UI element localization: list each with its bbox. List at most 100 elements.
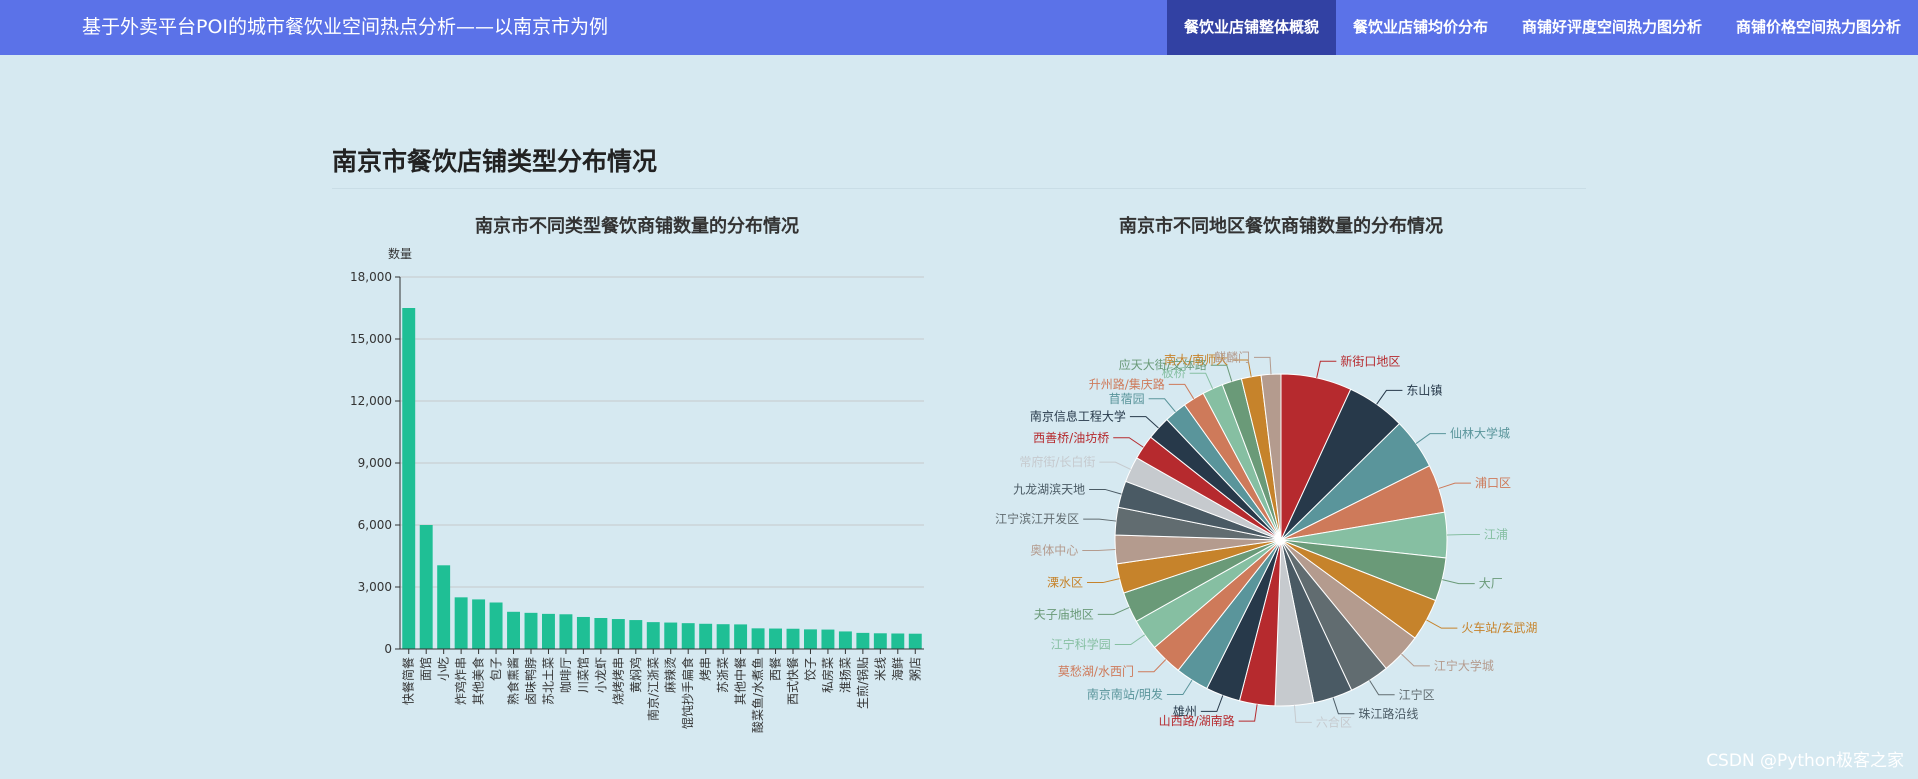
bar-x-tick-label-group: 黄焖鸡	[628, 657, 643, 693]
bar-1	[402, 308, 416, 649]
top-navbar: 基于外卖平台POI的城市餐饮业空间热点分析——以南京市为例 餐饮业店铺整体概貌 …	[0, 0, 1918, 55]
bar-18	[699, 623, 713, 649]
pie-label: 火车站/玄武湖	[1461, 620, 1537, 635]
bar-chart-title: 南京市不同类型餐饮商铺数量的分布情况	[475, 215, 799, 237]
pie-label-line	[1253, 356, 1272, 375]
bar-x-tick-label-group: 粥店	[908, 657, 922, 681]
bar-y-tick-label: 15,000	[350, 332, 392, 346]
bar-x-tick-label-group: 快餐简餐	[401, 657, 416, 705]
pie-label-line	[1232, 359, 1252, 377]
pie-label: 江宁大学城	[1434, 658, 1494, 673]
bar-x-tick-label-group: 小龙虾	[594, 657, 608, 693]
bar-x-tick-label-group: 熟食熏酱	[506, 657, 521, 705]
app-title[interactable]: 基于外卖平台POI的城市餐饮业空间热点分析——以南京市为例	[82, 16, 609, 38]
pie-label: 江宁科学园	[1051, 637, 1111, 652]
pie-label: 莫愁湖/水西门	[1058, 664, 1134, 679]
pie-label-line	[1114, 634, 1146, 646]
bar-x-tick-label: 烧烤烤串	[610, 657, 625, 705]
bar-19	[716, 624, 730, 649]
bar-x-tick-label: 酸菜鱼/水煮鱼	[750, 657, 765, 733]
bar-x-tick-label: 卤味鸭脖	[524, 657, 538, 705]
bar-x-tick-label-group: 苏北土菜	[541, 657, 555, 705]
pie-label: 新街口地区	[1340, 353, 1400, 368]
bar-5	[472, 599, 486, 649]
bar-x-tick-label-group: 私房菜	[820, 657, 835, 693]
bar-24	[804, 629, 817, 649]
bar-x-tick-label-group: 烧烤烤串	[610, 657, 625, 705]
bar-x-tick-label: 粥店	[908, 657, 922, 681]
pie-label: 东山镇	[1406, 383, 1442, 397]
bar-x-tick-label-group: 西式快餐	[785, 657, 800, 705]
bar-x-tick-label: 苏北土菜	[541, 657, 555, 705]
pie-label-line	[1210, 364, 1233, 382]
pie-label: 西善桥/油坊桥	[1033, 430, 1109, 445]
bar-7	[507, 611, 520, 649]
nav-item-avg-price[interactable]: 餐饮业店铺均价分布	[1352, 18, 1488, 36]
bar-x-tick-label-group: 炸鸡炸串	[453, 657, 468, 705]
pie-label-line	[1083, 518, 1117, 522]
bar-29	[891, 633, 905, 649]
bar-x-tick-label: 熟食熏酱	[506, 657, 521, 705]
pie-label-line	[1097, 606, 1130, 615]
pie-label: 常府街/长白街	[1019, 454, 1095, 469]
bar-14	[629, 620, 643, 649]
pie-label: 雄州	[1173, 703, 1197, 718]
bar-y-tick-label: 12,000	[350, 394, 392, 408]
bar-x-tick-label: 川菜馆	[575, 657, 590, 693]
bar-x-tick-label: 麻辣烫	[663, 657, 678, 693]
bar-x-tick-label-group: 米线	[873, 657, 887, 681]
pie-label: 南京南站/明发	[1087, 686, 1163, 701]
bar-x-tick-label: 淮扬菜	[837, 657, 852, 693]
bar-27	[856, 632, 870, 649]
bar-26	[838, 631, 852, 649]
pie-label-line	[1369, 680, 1395, 696]
pie-label-line	[1113, 437, 1144, 448]
bar-25	[821, 629, 835, 649]
bar-x-tick-label-group: 烤串	[698, 657, 713, 681]
pie-label: 麒麟门	[1214, 349, 1250, 364]
bar-x-tick-label: 快餐简餐	[401, 657, 416, 705]
bar-8	[524, 612, 538, 649]
pie-label-line	[1401, 653, 1430, 667]
pie-label-line	[1446, 533, 1480, 536]
pie-label-line	[1426, 619, 1458, 629]
pie-label-line	[1332, 697, 1355, 715]
pie-label-line	[1442, 579, 1475, 585]
bar-6	[489, 602, 503, 649]
pie-label-line	[1089, 488, 1122, 495]
bar-x-tick-label-group: 川菜馆	[575, 657, 590, 693]
nav-item-rating-heatmap[interactable]: 商铺好评度空间热力图分析	[1521, 18, 1702, 36]
bar-y-tick-label: 3,000	[358, 580, 392, 594]
pie-label-line	[1376, 389, 1403, 405]
section-divider	[332, 188, 1586, 189]
bar-x-tick-label-group: 生煎/锅贴	[855, 657, 870, 709]
bar-21	[751, 628, 765, 649]
bar-x-tick-label: 烤串	[698, 657, 713, 681]
bar-x-tick-label-group: 淮扬菜	[837, 657, 852, 693]
pie-label: 江宁滨江开发区	[995, 511, 1079, 526]
bar-16	[664, 622, 678, 649]
bar-x-tick-label: 炸鸡炸串	[453, 657, 468, 705]
pie-chart-title: 南京市不同地区餐饮商铺数量的分布情况	[1119, 215, 1443, 237]
pie-label: 应天大街/文体路	[1119, 357, 1207, 372]
bar-x-tick-label: 私房菜	[820, 657, 835, 693]
bar-x-tick-label-group: 馄饨抄手扁食	[680, 657, 695, 729]
nav-item-price-heatmap[interactable]: 商铺价格空间热力图分析	[1735, 18, 1901, 36]
bar-x-tick-label-group: 麻辣烫	[663, 657, 678, 693]
bar-x-tick-label-group: 苏浙菜	[716, 657, 730, 693]
nav-item-overview[interactable]: 餐饮业店铺整体概貌	[1166, 0, 1336, 55]
pie-label-line	[1168, 383, 1195, 400]
pie-label-line	[1200, 695, 1224, 712]
pie-label: 仙林大学城	[1450, 426, 1510, 441]
pie-label: 浦口区	[1475, 476, 1511, 490]
bar-y-tick-label: 6,000	[358, 518, 392, 532]
bar-x-tick-label-group: 海鲜	[890, 657, 905, 681]
pie-label-line	[1238, 704, 1258, 722]
pie-label: 溧水区	[1047, 576, 1083, 590]
bar-9	[542, 613, 555, 649]
pie-label: 大厂	[1479, 577, 1503, 591]
pie-label: 珠江路沿线	[1358, 706, 1418, 721]
pie-label-line	[1166, 679, 1193, 695]
bar-4	[454, 597, 468, 649]
bar-x-tick-label: 其他中餐	[733, 657, 748, 705]
